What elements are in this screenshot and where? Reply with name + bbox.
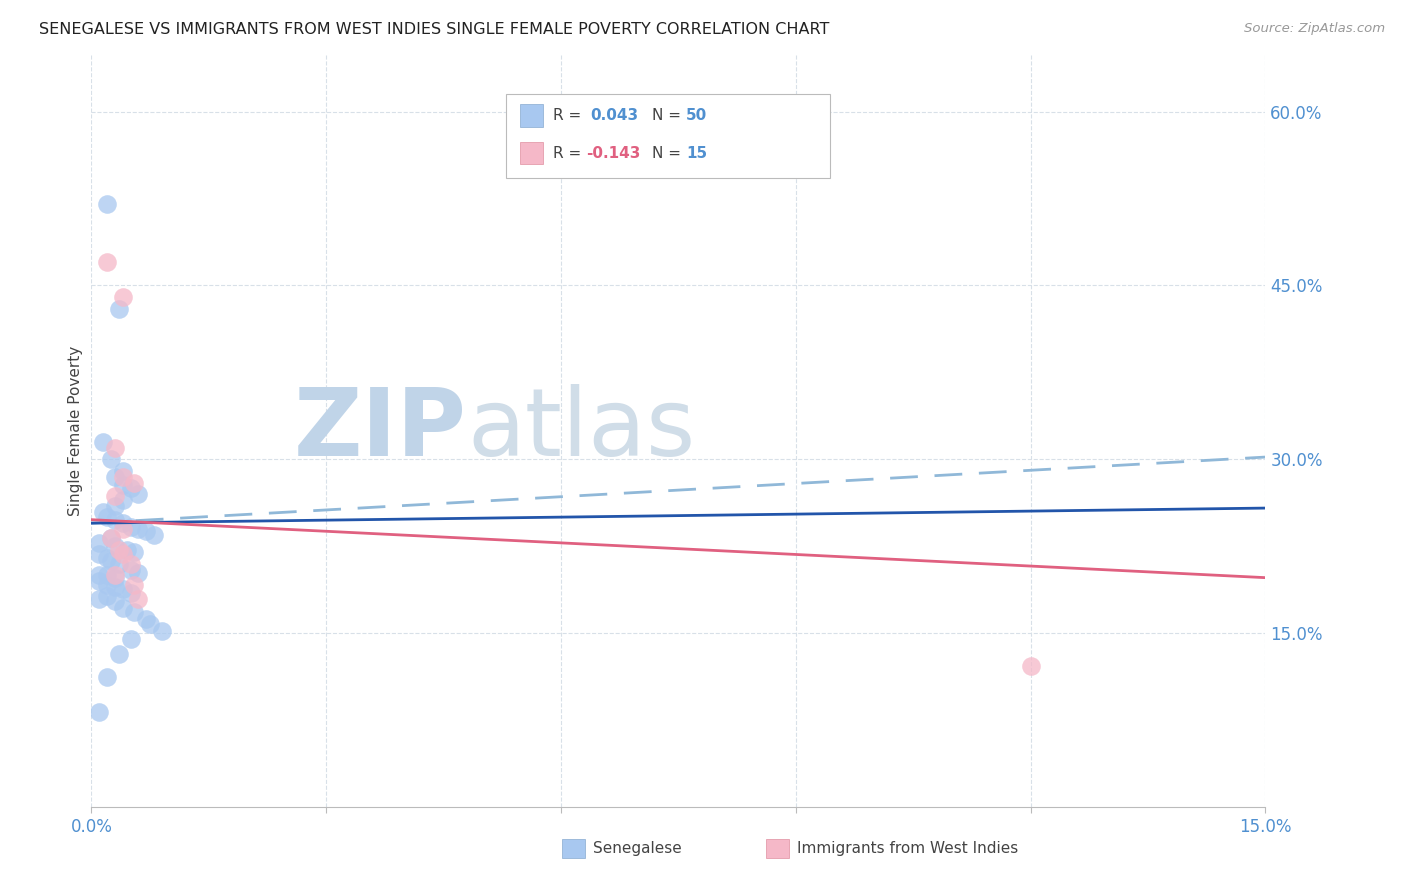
Point [96, 255, 118, 269]
Point [120, 482, 142, 496]
Point [135, 612, 157, 626]
Point [127, 566, 149, 580]
Point [111, 464, 134, 478]
Point [107, 557, 129, 571]
Point [111, 582, 134, 597]
Point [89, 536, 111, 550]
Point [111, 470, 134, 484]
Point [124, 606, 146, 620]
Point [120, 632, 142, 647]
Text: Senegalese: Senegalese [593, 841, 682, 855]
Point [124, 577, 146, 591]
Point [111, 516, 134, 530]
Point [89, 591, 111, 606]
Point [96, 197, 118, 211]
Point [111, 522, 134, 536]
Point [143, 528, 166, 542]
Point [150, 624, 173, 638]
Point [96, 589, 118, 603]
Point [104, 441, 127, 455]
Point [104, 499, 127, 513]
Text: atlas: atlas [467, 384, 696, 476]
Point [111, 290, 134, 304]
Text: ZIP: ZIP [294, 384, 467, 476]
Y-axis label: Single Female Poverty: Single Female Poverty [67, 345, 83, 516]
Text: R =: R = [553, 109, 586, 123]
Text: N =: N = [652, 146, 686, 161]
Point [104, 539, 127, 553]
Point [104, 470, 127, 484]
Point [124, 475, 146, 490]
Point [104, 594, 127, 608]
Text: -0.143: -0.143 [586, 146, 641, 161]
Point [96, 510, 118, 524]
Point [124, 545, 146, 559]
Point [100, 554, 122, 568]
Point [104, 513, 127, 527]
Point [89, 705, 111, 719]
Point [120, 557, 142, 571]
Point [111, 600, 134, 615]
Point [96, 670, 118, 684]
Point [89, 574, 111, 589]
Point [111, 548, 134, 562]
Point [111, 478, 134, 492]
Point [127, 591, 149, 606]
Point [100, 531, 122, 545]
Text: N =: N = [652, 109, 686, 123]
Point [107, 647, 129, 661]
Text: Source: ZipAtlas.com: Source: ZipAtlas.com [1244, 22, 1385, 36]
Point [89, 548, 111, 562]
Point [135, 524, 157, 539]
Point [115, 542, 138, 557]
Point [107, 542, 129, 557]
Text: R =: R = [553, 146, 586, 161]
Text: 0.043: 0.043 [591, 109, 638, 123]
Text: 15: 15 [686, 146, 707, 161]
Point [96, 577, 118, 591]
Text: Immigrants from West Indies: Immigrants from West Indies [797, 841, 1018, 855]
Point [104, 580, 127, 594]
Text: 50: 50 [686, 109, 707, 123]
Point [104, 568, 127, 582]
Point [107, 301, 129, 316]
Text: SENEGALESE VS IMMIGRANTS FROM WEST INDIES SINGLE FEMALE POVERTY CORRELATION CHAR: SENEGALESE VS IMMIGRANTS FROM WEST INDIE… [39, 22, 830, 37]
Point [91, 435, 114, 450]
Point [1019, 658, 1042, 673]
Point [104, 490, 127, 504]
Point [96, 568, 118, 582]
Point [89, 568, 111, 582]
Point [120, 519, 142, 533]
Point [91, 505, 114, 519]
Point [127, 522, 149, 536]
Point [96, 551, 118, 566]
Point [100, 531, 122, 545]
Point [127, 487, 149, 501]
Point [139, 617, 162, 632]
Point [100, 452, 122, 467]
Point [111, 492, 134, 507]
Point [104, 571, 127, 585]
Point [120, 563, 142, 577]
Point [120, 586, 142, 600]
